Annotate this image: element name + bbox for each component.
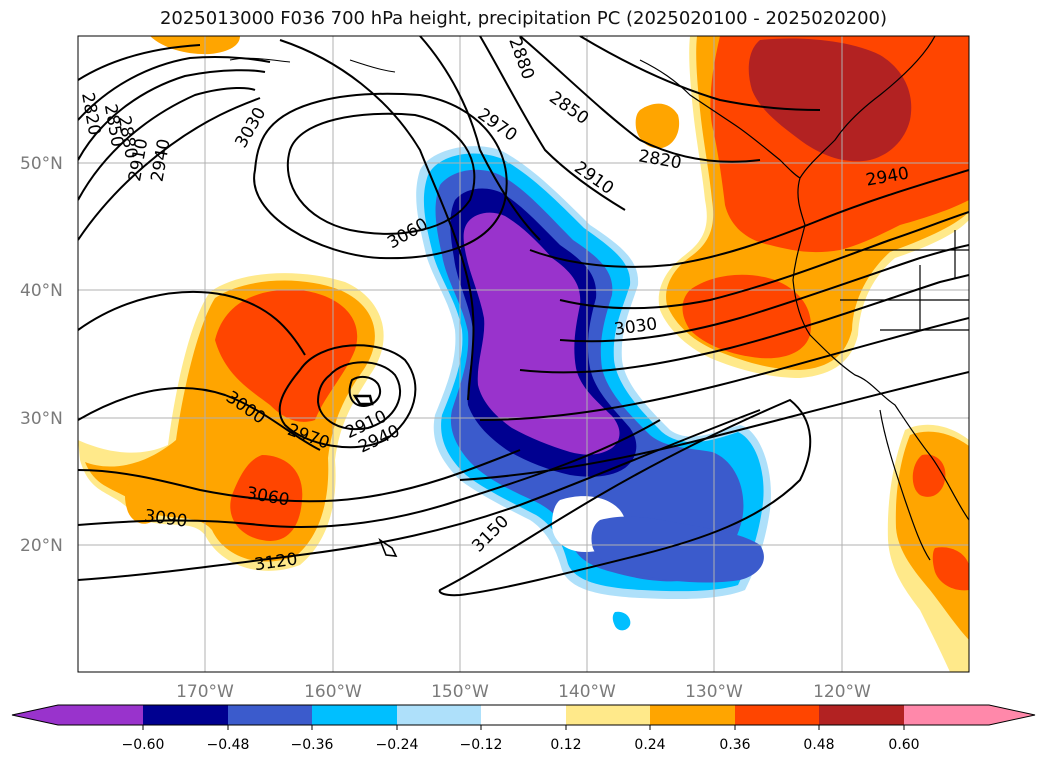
colorbar-tick-label: −0.36 — [291, 737, 334, 753]
colorbar-tick-label: 0.48 — [803, 737, 834, 753]
colorbar-tick-label: 0.12 — [550, 737, 581, 753]
lon-label: 120°W — [813, 682, 871, 702]
map-gridlines — [78, 36, 969, 672]
colorbar-segment — [566, 705, 650, 725]
colorbar-tick-label: −0.12 — [460, 737, 503, 753]
colorbar-segment — [228, 705, 312, 725]
lon-label: 140°W — [558, 682, 616, 702]
map-title: 2025013000 F036 700 hPa height, precipit… — [159, 8, 888, 29]
colorbar-tick-label: −0.60 — [122, 737, 165, 753]
colorbar-segment — [650, 705, 735, 725]
lat-label: 40°N — [20, 281, 63, 301]
latitude-labels: 50°N 40°N 30°N 20°N — [20, 154, 63, 556]
colorbar-segment — [312, 705, 397, 725]
colorbar-segment — [481, 705, 566, 725]
height-contours — [78, 36, 969, 597]
colorbar-tick-label: 0.24 — [634, 737, 665, 753]
colorbar-tick-label: 0.60 — [888, 737, 919, 753]
lon-label: 150°W — [431, 682, 489, 702]
colorbar-tick-label: −0.24 — [376, 737, 419, 753]
colorbar-extend-high — [904, 705, 1035, 725]
colorbar-segment — [143, 705, 228, 725]
map-plot-area: 2820 2850 2880 2910 2940 3030 3060 2880 … — [78, 36, 969, 672]
colorbar-tick-labels: −0.60 −0.48 −0.36 −0.24 −0.12 0.12 0.24 … — [122, 737, 920, 753]
lon-label: 170°W — [176, 682, 234, 702]
colorbar-segment — [819, 705, 904, 725]
colorbar: −0.60 −0.48 −0.36 −0.24 −0.12 0.12 0.24 … — [11, 704, 1036, 753]
map-frame — [77, 35, 970, 673]
colorbar-tick-label: −0.48 — [207, 737, 250, 753]
lat-label: 20°N — [20, 536, 63, 556]
lon-label: 160°W — [304, 682, 362, 702]
lat-label: 50°N — [20, 154, 63, 174]
longitude-labels: 170°W 160°W 150°W 140°W 130°W 120°W — [176, 682, 871, 702]
colorbar-extend-low — [12, 705, 143, 725]
coastlines — [229, 36, 969, 561]
lat-label: 30°N — [20, 409, 63, 429]
lon-label: 130°W — [685, 682, 743, 702]
colorbar-segment — [397, 705, 481, 725]
colorbar-tick-label: 0.36 — [719, 737, 750, 753]
colorbar-ticks — [142, 725, 905, 730]
colorbar-segment — [735, 705, 819, 725]
